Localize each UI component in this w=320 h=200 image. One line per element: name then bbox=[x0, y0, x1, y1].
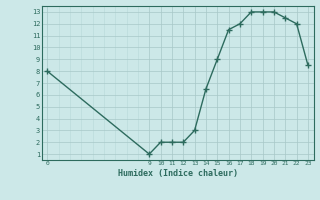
X-axis label: Humidex (Indice chaleur): Humidex (Indice chaleur) bbox=[118, 169, 237, 178]
